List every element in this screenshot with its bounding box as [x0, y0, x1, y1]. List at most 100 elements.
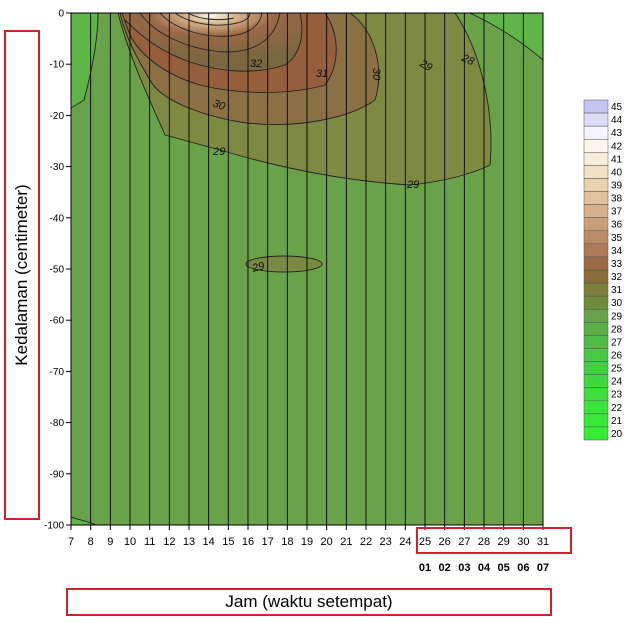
y-tick-label: -20	[50, 111, 65, 122]
x-tick-label: 26	[439, 536, 451, 548]
colorbar-label: 32	[611, 272, 623, 283]
colorbar-label: 29	[611, 311, 623, 322]
colorbar-swatch	[583, 335, 609, 349]
x-axis-title: Jam (waktu setempat)	[66, 588, 552, 616]
colorbar-swatch	[583, 191, 609, 205]
colorbar-swatch	[583, 295, 609, 310]
x-tick-label: 23	[380, 536, 392, 548]
x-tick-label: 17	[262, 536, 274, 548]
x-tick-label: 11	[144, 536, 155, 548]
colorbar-label: 21	[611, 416, 623, 427]
colorbar-swatch	[583, 125, 609, 140]
y-tick-label: -30	[50, 162, 65, 173]
colorbar-label: 38	[611, 194, 623, 205]
contour-region-28-left	[71, 13, 98, 108]
hour-lines	[90, 13, 524, 525]
colorbar-label: 30	[611, 298, 623, 309]
colorbar-swatch	[583, 269, 609, 284]
contour-line-bottom-left	[71, 516, 97, 525]
colorbar-swatch	[583, 361, 609, 375]
colorbar-swatch	[583, 230, 609, 245]
contour-line-29-island	[245, 255, 323, 273]
x-next-day-label: 05	[498, 562, 510, 574]
colorbar-swatch	[583, 243, 609, 258]
x-tick-label: 10	[124, 536, 136, 548]
x-tick-label: 31	[537, 536, 549, 548]
y-tick-label: -50	[50, 265, 65, 276]
colorbar-label: 35	[611, 233, 623, 244]
colorbar-label: 20	[611, 429, 623, 440]
contour-label: 29	[250, 260, 266, 275]
colorbar-label: 25	[611, 364, 623, 375]
colorbar-swatch	[583, 138, 609, 153]
x-tick-label: 21	[340, 536, 352, 548]
colorbar-swatch	[583, 426, 609, 441]
colorbar-swatch	[583, 165, 609, 179]
colorbar-swatch	[583, 217, 609, 232]
y-axis-title: Kedalaman (centimeter)	[12, 184, 31, 366]
x-tick-label: 22	[360, 536, 372, 548]
colorbar-swatch	[583, 152, 609, 166]
x-tick-label: 18	[281, 536, 293, 548]
colorbar-label: 41	[611, 154, 623, 165]
colorbar-swatch	[583, 413, 609, 428]
contour-region-28-right	[470, 13, 543, 60]
colorbar-swatch	[583, 387, 609, 402]
x-tick-label: 12	[163, 536, 175, 548]
colorbar-swatch	[583, 256, 609, 271]
contour-line-28-right	[469, 13, 543, 61]
y-tick-label: -100	[44, 521, 64, 532]
contour-label: 32	[250, 58, 262, 70]
colorbar-legend: 45 44 43 42 41 40 39 38 37 36 35 34 33 32 31 30 29 28 27 26…	[583, 99, 623, 441]
y-tick-label: -90	[50, 469, 65, 480]
x-tick-label: 29	[498, 536, 510, 548]
x-next-day-label: 04	[478, 562, 491, 574]
colorbar-label: 23	[611, 390, 623, 401]
colorbar-label: 26	[611, 351, 623, 362]
colorbar-label: 36	[611, 220, 623, 231]
colorbar-swatch	[583, 178, 609, 192]
colorbar-label: 37	[611, 207, 623, 218]
colorbar-label: 22	[611, 403, 623, 414]
colorbar-swatch	[583, 374, 609, 388]
colorbar-label: 44	[611, 115, 623, 126]
x-tick-label: 30	[517, 536, 529, 548]
contour-labels: 32 31 30 29 28 30 29 29 29	[211, 52, 477, 275]
contour-line-29	[117, 13, 492, 186]
x-tick-label: 27	[458, 536, 470, 548]
y-axis: 0 -10 -20 -30 -40 -50 -60 -70 -80 -90 -100	[44, 9, 71, 532]
colorbar-swatch	[583, 308, 609, 323]
x-tick-label: 28	[478, 536, 490, 548]
y-tick-label: -70	[50, 367, 65, 378]
contour-line-38	[174, 13, 251, 26]
contour-label: 29	[406, 179, 419, 191]
y-tick-label: 0	[58, 9, 64, 20]
colorbar-label: 27	[611, 337, 623, 348]
y-tick-label: -80	[50, 418, 65, 429]
x-tick-label: 25	[419, 536, 431, 548]
contour-label: 29	[417, 57, 434, 74]
y-tick-label: -10	[50, 60, 65, 71]
contour-label: 30	[211, 98, 227, 114]
colorbar-swatch	[583, 112, 609, 127]
contour-label: 29	[212, 146, 225, 158]
colorbar-label: 42	[611, 141, 623, 152]
x-next-day-label: 01	[419, 562, 431, 574]
x-tick-label: 16	[242, 536, 254, 548]
contour-label: 31	[316, 68, 328, 80]
colorbar-swatch	[583, 348, 609, 362]
x-next-day-label: 07	[537, 562, 549, 574]
contour-label: 30	[370, 68, 382, 81]
contour-line-41	[187, 13, 235, 21]
contour-line-35	[159, 13, 263, 37]
contour-line-33	[139, 13, 281, 53]
contour-region-29-island	[246, 256, 322, 272]
colorbar-swatch	[583, 99, 609, 114]
colorbar-label: 45	[611, 102, 623, 113]
colorbar-label: 34	[611, 246, 623, 257]
x-tick-label: 14	[203, 536, 215, 548]
x-axis: 7 8 9 10 11 12 13 14 15 16 17 18 19 20 21 22 23 24 25 26 27 2…	[68, 525, 549, 574]
contour-region-hot-core	[122, 13, 302, 72]
x-next-day-label: 06	[517, 562, 529, 574]
